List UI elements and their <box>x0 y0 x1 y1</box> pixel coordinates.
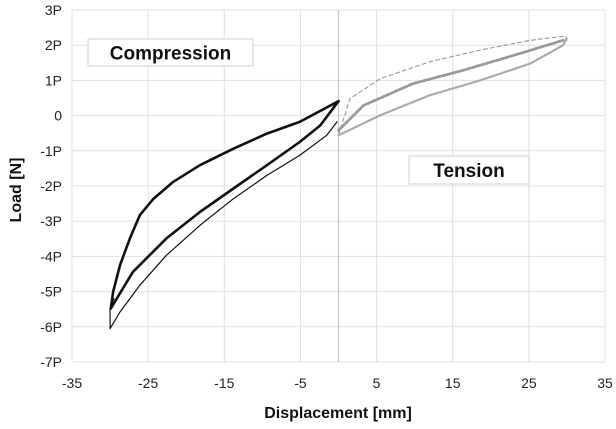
series-group <box>109 35 569 330</box>
annotation-box <box>408 155 530 185</box>
annotation-tension: Tension <box>433 161 504 182</box>
x-tick-label: 35 <box>597 375 613 391</box>
series-line <box>109 121 338 330</box>
y-tick-label: 0 <box>54 108 62 124</box>
y-tick-label: -5P <box>40 284 62 300</box>
x-tick-label: -35 <box>62 375 82 391</box>
y-tick-label: -4P <box>40 248 62 264</box>
annotations: Compression Tension <box>87 38 530 185</box>
x-tick-label: -15 <box>214 375 234 391</box>
x-tick-label: 25 <box>521 375 537 391</box>
x-tick-label: 15 <box>445 375 461 391</box>
series-line <box>109 99 340 310</box>
y-tick-label: 2P <box>45 37 62 53</box>
y-tick-label: -1P <box>40 143 62 159</box>
y-tick-label: -6P <box>40 319 62 335</box>
y-tick-label: -2P <box>40 178 62 194</box>
x-axis-label: Displacement [mm] <box>264 405 412 422</box>
x-tick-label: 5 <box>373 375 381 391</box>
y-tick-label: -3P <box>40 213 62 229</box>
tick-labels: 3P 2P 1P 0 -1P -2P -3P -4P -5P -6P -7P-35 -25 -15 -5 5… <box>40 2 613 391</box>
x-tick-label: -25 <box>138 375 158 391</box>
series-line <box>337 37 569 137</box>
y-tick-label: -7P <box>40 354 62 370</box>
annotation-box <box>87 38 254 67</box>
series-line <box>337 38 565 132</box>
series-line <box>337 35 568 136</box>
y-tick-label: 3P <box>45 2 62 18</box>
annotation-compression: Compression <box>110 44 231 65</box>
y-tick-label: 1P <box>45 72 62 88</box>
y-axis-label: Load [N] <box>8 158 25 223</box>
x-tick-label: -5 <box>294 375 307 391</box>
series-line <box>109 99 340 310</box>
grid <box>71 9 606 363</box>
